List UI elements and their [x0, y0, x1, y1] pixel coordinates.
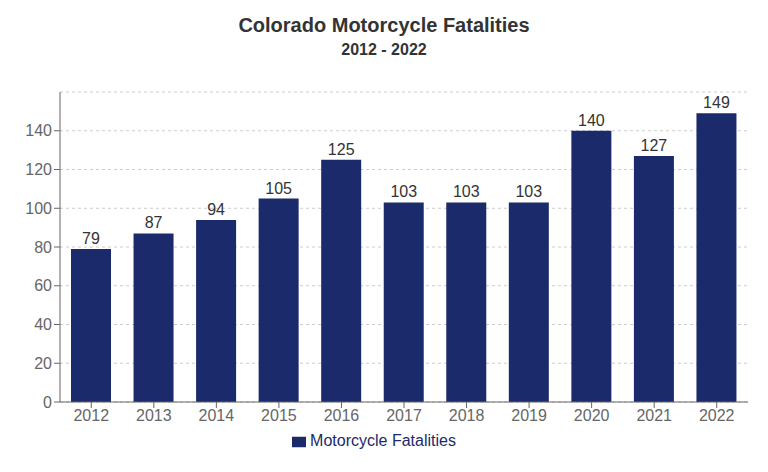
html-text:2012 - 2022: 2012 - 2022: [341, 40, 427, 58]
svg-text:2013: 2013: [136, 407, 172, 424]
svg-text:2015: 2015: [261, 407, 297, 424]
svg-text:60: 60: [34, 277, 52, 294]
svg-text:2016: 2016: [324, 407, 360, 424]
svg-text:20: 20: [34, 355, 52, 372]
svg-text:100: 100: [25, 200, 52, 217]
svg-text:120: 120: [25, 161, 52, 178]
html-text:Colorado Motorcycle Fatalities: Colorado Motorcycle Fatalities: [238, 13, 530, 36]
svg-text:79: 79: [82, 230, 100, 247]
svg-text:2019: 2019: [511, 407, 547, 424]
svg-text:140: 140: [25, 122, 52, 139]
svg-text:149: 149: [703, 94, 730, 111]
svg-text:125: 125: [328, 141, 355, 158]
svg-text:103: 103: [515, 183, 542, 200]
svg-text:2020: 2020: [574, 407, 610, 424]
svg-text:87: 87: [145, 214, 163, 231]
svg-text:103: 103: [390, 183, 417, 200]
svg-text:2014: 2014: [199, 407, 235, 424]
svg-text:0: 0: [43, 394, 52, 411]
svg-text:103: 103: [453, 183, 480, 200]
svg-text:2017: 2017: [386, 407, 422, 424]
svg-text:80: 80: [34, 239, 52, 256]
svg-text:140: 140: [578, 112, 605, 129]
svg-text:105: 105: [265, 180, 292, 197]
svg-text:2022: 2022: [699, 407, 735, 424]
svg-text:2018: 2018: [449, 407, 485, 424]
svg-text:127: 127: [641, 137, 668, 154]
svg-text:94: 94: [207, 201, 225, 218]
svg-text:40: 40: [34, 316, 52, 333]
svg-text:2021: 2021: [636, 407, 672, 424]
html-text:Motorcycle Fatalities: Motorcycle Fatalities: [310, 432, 456, 449]
svg-text:2012: 2012: [73, 407, 109, 424]
